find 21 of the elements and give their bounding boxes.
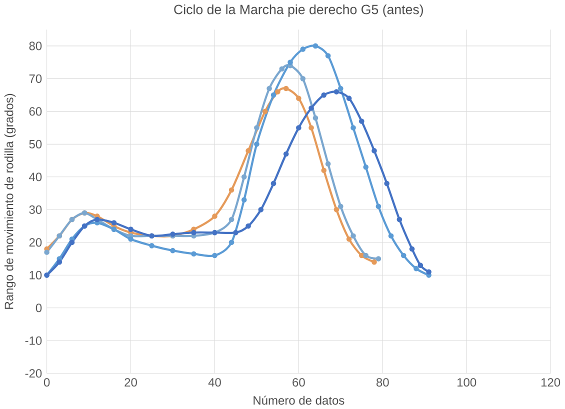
y-tick-label: 30 (29, 205, 42, 214)
y-tick-label: -20 (25, 369, 42, 378)
y-tick-label: 50 (29, 140, 42, 148)
x-tick-label: 40 (208, 378, 221, 387)
x-axis-title: Número de datos (254, 396, 344, 405)
x-tick-label: 0 (44, 378, 50, 387)
y-tick-label: 80 (29, 42, 42, 50)
y-tick-label: 60 (29, 107, 42, 116)
x-tick-label: 100 (458, 378, 476, 387)
x-tick-label: 120 (541, 378, 560, 387)
y-tick-label: 70 (29, 74, 42, 83)
y-tick-label: 10 (30, 270, 42, 280)
y-tick-label: 20 (29, 238, 42, 247)
chart-title: Ciclo de la Marcha pie derecho G5 (antes) (174, 4, 423, 17)
y-axis-title: Rango de movimiento de rodilla (grados) (4, 94, 16, 309)
y-tick-label: 0 (36, 304, 42, 312)
x-tick-label: 20 (124, 378, 137, 387)
y-tick-label: -10 (25, 336, 42, 345)
y-tick-label: 40 (29, 172, 42, 182)
x-tick-label: 60 (292, 378, 305, 387)
x-tick-label: 80 (376, 378, 389, 387)
